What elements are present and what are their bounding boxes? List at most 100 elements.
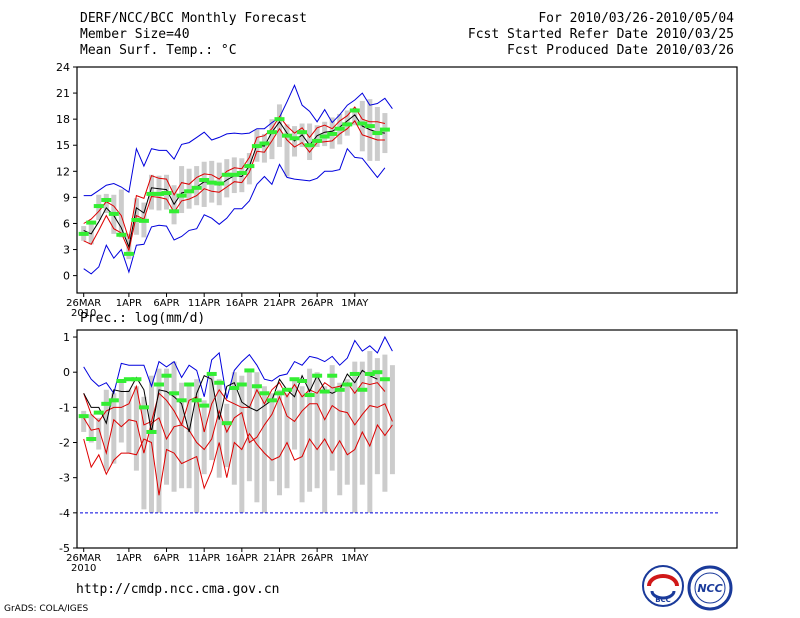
temp-lower-line <box>83 120 385 253</box>
precip-spread-box <box>103 389 109 471</box>
temp-observed-marker <box>297 130 308 135</box>
precip-x-tick-label: 21APR <box>263 553 296 564</box>
temp-y-tick-label: 0 <box>63 270 70 283</box>
temp-y-tick-label: 24 <box>56 61 70 74</box>
precip-observed-marker <box>199 403 210 408</box>
precip-y-tick-label: -4 <box>59 507 70 520</box>
precip-observed-marker <box>93 410 104 415</box>
temp-upper-line <box>83 106 386 240</box>
forecast-period: For 2010/03/26-2010/05/04 <box>538 11 734 26</box>
precip-observed-marker <box>154 382 164 387</box>
precip-spread-box <box>194 379 200 513</box>
temp-x-year-label: 2010 <box>71 308 96 319</box>
precip-spread-box <box>307 368 313 492</box>
precip-observed-marker <box>319 389 330 394</box>
precip-spread-box <box>111 393 117 464</box>
precip-observed-marker <box>297 378 308 383</box>
precip-spread-box <box>96 417 102 450</box>
precip-x-tick-label: 1MAY <box>341 553 369 564</box>
precip-spread-box <box>156 368 162 513</box>
temp-observed-marker <box>138 218 149 223</box>
precip-observed-marker <box>289 377 300 382</box>
temp-observed-marker <box>78 231 89 236</box>
temp-x-tick-label: 21APR <box>263 298 296 309</box>
temp-spread-box <box>239 158 245 193</box>
temp-observed-marker <box>184 189 195 194</box>
temp-observed-marker <box>312 138 323 143</box>
precip-observed-marker <box>206 371 217 376</box>
temp-observed-marker <box>379 127 390 132</box>
precip-observed-marker <box>229 386 240 391</box>
temp-observed-marker <box>266 130 277 135</box>
temp-observed-marker <box>304 143 315 148</box>
temp-observed-marker <box>282 133 293 138</box>
temp-spread-box <box>322 121 328 147</box>
temp-x-tick-label: 1APR <box>116 298 142 309</box>
temp-observed-marker <box>108 211 119 216</box>
temp-observed-marker <box>131 217 142 222</box>
footer-url[interactable]: http://cmdp.ncc.cma.gov.cn <box>76 582 280 597</box>
temp-spread-box <box>307 123 313 161</box>
precip-spread-box <box>389 365 395 475</box>
precip-observed-marker <box>349 371 360 376</box>
precip-observed-marker <box>334 387 345 392</box>
precip-observed-marker <box>342 382 353 387</box>
temp-y-tick-label: 12 <box>56 165 70 178</box>
header-left: DERF/NCC/BCC Monthly Forecast Member Size… <box>80 11 307 59</box>
temp-y-tick-label: 9 <box>63 191 70 204</box>
temp-observed-marker <box>342 122 353 127</box>
temp-max-line <box>83 84 393 197</box>
precip-spread-box <box>374 358 380 475</box>
precip-x-tick-label: 26MAR <box>66 553 101 564</box>
precip-spread-box <box>322 386 328 513</box>
precip-spread-box <box>344 379 350 485</box>
temp-spread-box <box>261 133 267 163</box>
precip-observed-marker <box>379 377 390 382</box>
precip-spread-box <box>231 372 237 485</box>
precip-spread-box <box>209 372 215 461</box>
temp-spread-box <box>179 166 185 214</box>
precip-observed-marker <box>161 373 172 378</box>
precip-observed-marker <box>101 401 112 406</box>
precip-spread-box <box>179 382 185 489</box>
temp-x-tick-label: 16APR <box>226 298 259 309</box>
precip-observed-marker <box>327 373 338 378</box>
temp-observed-marker <box>274 117 285 122</box>
temp-observed-marker <box>169 209 180 214</box>
precip-x-tick-label: 16APR <box>226 553 259 564</box>
precip-observed-marker <box>251 384 262 389</box>
precip-spread-box <box>201 400 207 475</box>
temp-observed-marker <box>244 164 255 169</box>
precip-spread-box <box>382 354 388 492</box>
precip-spread-box <box>246 368 252 482</box>
temp-spread-box <box>186 168 192 209</box>
precip-observed-marker <box>116 378 127 383</box>
temp-observed-marker <box>236 171 247 176</box>
precip-spread-box <box>239 375 245 513</box>
precip-observed-marker <box>357 387 368 392</box>
precip-frame <box>76 329 738 549</box>
precip-spread-box <box>81 410 87 432</box>
temp-observed-marker <box>221 172 232 177</box>
temp-spread-box <box>88 220 94 245</box>
temp-observed-marker <box>319 134 330 139</box>
temp-x-tick-label: 26APR <box>301 298 334 309</box>
temp-panel: 0 3 6 9 12 15 18 21 24 26MAR 1APR 6APR 11APR 16APR 21A… <box>56 61 738 319</box>
precip-y-tick-label: -5 <box>59 542 70 555</box>
precip-spread-box <box>337 382 343 496</box>
precip-spread-box <box>88 414 94 443</box>
precip-spread-box <box>359 361 365 485</box>
precip-observed-marker <box>78 414 89 419</box>
temp-spread-box <box>269 119 275 160</box>
precip-y-tick-label: 0 <box>63 366 70 379</box>
temp-observed-marker <box>86 220 97 225</box>
precip-spread-box <box>186 386 192 489</box>
temp-y-tick-label: 18 <box>56 113 70 126</box>
precip-spread-box <box>299 386 305 503</box>
header-right: For 2010/03/26-2010/05/04 Fcst Started Re… <box>468 11 734 59</box>
precip-observed-marker <box>169 391 180 396</box>
temp-spread-box <box>284 124 290 177</box>
temp-spread-box <box>194 166 200 206</box>
precip-spread-box <box>133 386 139 471</box>
